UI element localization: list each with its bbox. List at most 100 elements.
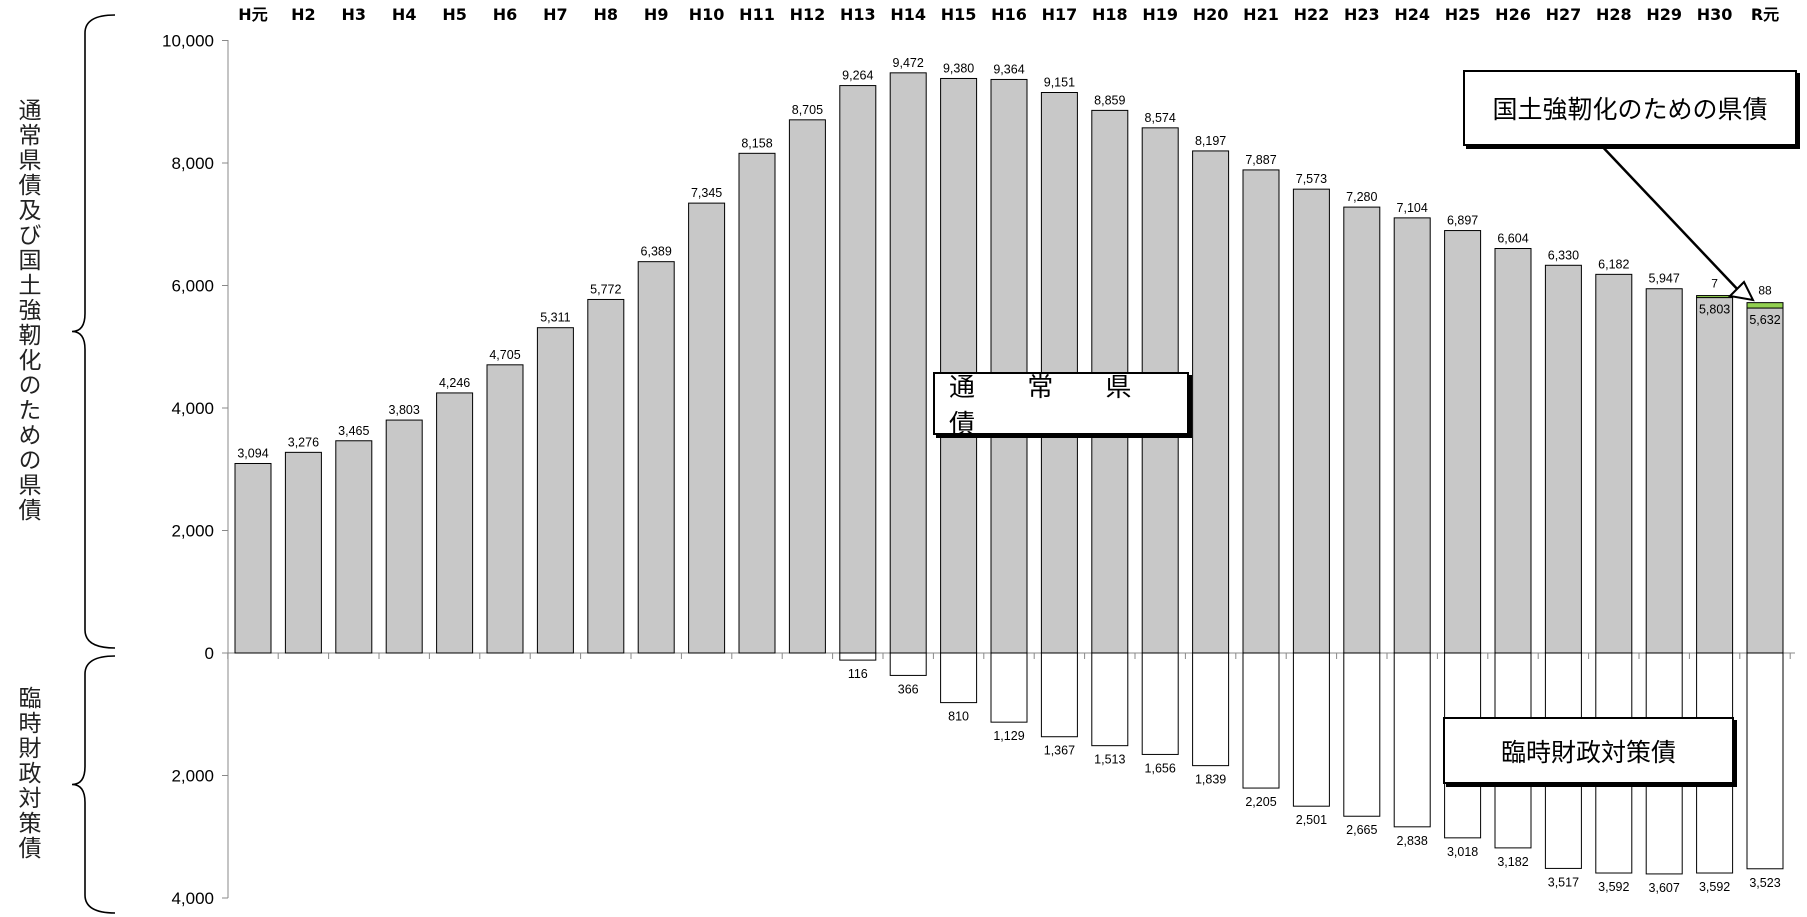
x-category-label: H12 [790, 5, 826, 24]
kokudo-bond-label-box: 国土強靭化のための県債 [1463, 70, 1797, 146]
data-label-normal: 7,104 [1397, 201, 1428, 215]
bar-normal-bond [1746, 307, 1784, 654]
data-label-normal: 3,465 [338, 424, 369, 438]
x-category-label: H26 [1495, 5, 1531, 24]
y-tick-label: 8,000 [171, 154, 214, 173]
bar-normal-bond [234, 462, 272, 654]
data-label-normal: 8,158 [741, 136, 772, 150]
bar-normal-bond [839, 85, 877, 654]
data-label-rinji: 3,018 [1447, 845, 1478, 859]
data-label-rinji: 3,182 [1497, 855, 1528, 869]
data-label-rinji: 3,592 [1598, 880, 1629, 894]
data-label-kokudo: 7 [1711, 277, 1718, 291]
data-label-rinji: 1,839 [1195, 773, 1226, 787]
data-label-rinji: 2,205 [1245, 795, 1276, 809]
x-category-label: H24 [1394, 5, 1430, 24]
data-label-normal: 6,604 [1497, 232, 1528, 246]
y-tick-label: 6,000 [171, 277, 214, 296]
data-label-rinji: 810 [948, 710, 969, 724]
data-label-rinji: 3,592 [1699, 880, 1730, 894]
x-category-label: H9 [644, 5, 669, 24]
x-category-label: H3 [342, 5, 367, 24]
bar-normal-bond [1343, 206, 1381, 654]
bar-normal-bond [688, 202, 726, 654]
bar-rinji-bond [940, 652, 978, 704]
bar-rinji-bond [1242, 652, 1280, 789]
data-label-rinji: 2,838 [1397, 834, 1428, 848]
x-category-label: H10 [689, 5, 725, 24]
data-label-normal: 7,573 [1296, 172, 1327, 186]
bar-normal-bond [1595, 273, 1633, 654]
bar-normal-bond [1444, 230, 1482, 654]
data-label-rinji: 2,501 [1296, 813, 1327, 827]
data-label-normal: 8,197 [1195, 134, 1226, 148]
bar-normal-bond [1292, 188, 1330, 654]
x-category-label: H18 [1092, 5, 1128, 24]
x-category-label: H22 [1294, 5, 1330, 24]
bar-normal-bond [1242, 169, 1280, 654]
bar-rinji-bond [1091, 652, 1129, 747]
data-label-rinji: 1,656 [1145, 761, 1176, 775]
bar-normal-bond [1192, 150, 1230, 654]
bar-normal-bond [1544, 264, 1582, 654]
bar-rinji-bond [990, 652, 1028, 723]
x-category-label: H15 [941, 5, 977, 24]
data-label-normal: 8,574 [1145, 111, 1176, 125]
bar-rinji-bond [1292, 652, 1330, 807]
x-category-label: H19 [1142, 5, 1178, 24]
bar-rinji-bond [1343, 652, 1381, 817]
bar-normal-bond [587, 298, 625, 654]
bar-normal-bond [335, 440, 373, 654]
data-label-normal: 8,705 [792, 103, 823, 117]
x-category-label: H2 [291, 5, 316, 24]
y-tick-label: 2,000 [171, 522, 214, 541]
bar-rinji-bond [1040, 652, 1078, 738]
bar-normal-bond [385, 419, 423, 654]
brace-top [71, 14, 116, 649]
x-category-label: H13 [840, 5, 876, 24]
callout-arrow-head [1727, 280, 1755, 302]
bar-normal-bond [788, 119, 826, 654]
data-label-rinji: 366 [898, 682, 919, 696]
x-category-label: H元 [238, 5, 267, 24]
bar-kokudo-bond [1696, 295, 1734, 299]
x-category-label: H4 [392, 5, 417, 24]
data-label-normal: 6,182 [1598, 257, 1629, 271]
data-label-normal: 9,380 [943, 61, 974, 75]
data-label-normal: 5,772 [590, 282, 621, 296]
data-label-normal: 4,705 [489, 348, 520, 362]
bar-rinji-bond [1746, 652, 1784, 870]
data-label-normal: 9,364 [993, 62, 1024, 76]
bar-rinji-bond [1141, 652, 1179, 755]
data-label-rinji: 3,517 [1548, 875, 1579, 889]
bar-normal-bond [486, 364, 524, 654]
data-label-normal: 9,472 [893, 56, 924, 70]
bar-rinji-bond [839, 652, 877, 661]
x-category-label: H21 [1243, 5, 1279, 24]
bar-normal-bond [284, 451, 322, 654]
bar-normal-bond [738, 152, 776, 654]
data-label-normal: 7,345 [691, 186, 722, 200]
bar-normal-bond [1494, 248, 1532, 654]
data-label-normal: 5,803 [1699, 303, 1730, 317]
y-axis-label-bottom: 臨時財政対策債 [14, 686, 40, 861]
rinji-bond-label-box: 臨時財政対策債 [1443, 717, 1734, 784]
x-category-label: H27 [1546, 5, 1582, 24]
data-label-rinji: 1,367 [1044, 744, 1075, 758]
data-label-normal: 9,264 [842, 69, 873, 83]
x-category-label: H29 [1646, 5, 1682, 24]
normal-bond-label-box: 通 常 県 債 [933, 372, 1189, 440]
bar-normal-bond [1645, 288, 1683, 654]
x-category-label: H6 [493, 5, 518, 24]
x-category-label: H11 [739, 5, 775, 24]
x-category-label: R元 [1751, 5, 1779, 24]
x-category-label: H20 [1193, 5, 1229, 24]
bar-kokudo-bond [1746, 302, 1784, 309]
bar-normal-bond [1696, 297, 1734, 654]
y-tick-label: 10,000 [162, 32, 214, 51]
bar-normal-bond [940, 77, 978, 654]
y-axis-label-top: 通常県債及び国土強靭化のための県債 [14, 98, 40, 523]
x-category-label: H14 [890, 5, 926, 24]
data-label-rinji: 3,523 [1749, 876, 1780, 890]
